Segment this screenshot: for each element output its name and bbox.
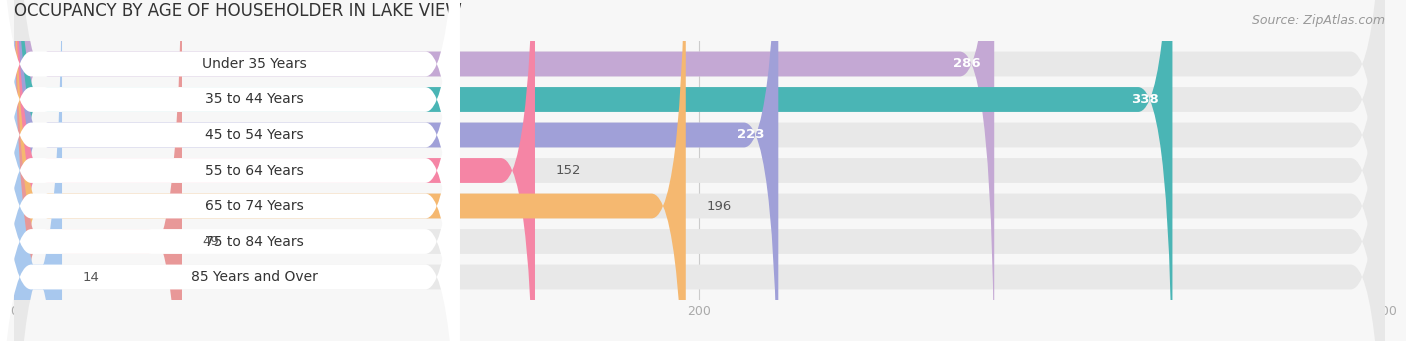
FancyBboxPatch shape [0, 0, 460, 341]
FancyBboxPatch shape [14, 0, 534, 341]
FancyBboxPatch shape [0, 0, 460, 341]
FancyBboxPatch shape [0, 0, 460, 341]
Text: 75 to 84 Years: 75 to 84 Years [205, 235, 304, 249]
Text: 35 to 44 Years: 35 to 44 Years [205, 92, 304, 106]
Text: 286: 286 [953, 58, 980, 71]
FancyBboxPatch shape [14, 0, 686, 341]
FancyBboxPatch shape [14, 0, 1385, 341]
FancyBboxPatch shape [0, 0, 460, 341]
FancyBboxPatch shape [14, 0, 1385, 341]
Text: OCCUPANCY BY AGE OF HOUSEHOLDER IN LAKE VIEW: OCCUPANCY BY AGE OF HOUSEHOLDER IN LAKE … [14, 2, 463, 20]
FancyBboxPatch shape [14, 0, 779, 341]
Text: 196: 196 [706, 199, 731, 212]
Text: Source: ZipAtlas.com: Source: ZipAtlas.com [1251, 14, 1385, 27]
Text: 14: 14 [83, 270, 100, 283]
Text: 338: 338 [1130, 93, 1159, 106]
FancyBboxPatch shape [14, 0, 1385, 341]
Text: 85 Years and Over: 85 Years and Over [191, 270, 318, 284]
Text: 65 to 74 Years: 65 to 74 Years [205, 199, 304, 213]
Text: 152: 152 [555, 164, 581, 177]
Text: 45 to 54 Years: 45 to 54 Years [205, 128, 304, 142]
FancyBboxPatch shape [14, 0, 1385, 341]
FancyBboxPatch shape [0, 0, 460, 341]
Text: Under 35 Years: Under 35 Years [201, 57, 307, 71]
FancyBboxPatch shape [14, 0, 1385, 341]
Text: 223: 223 [737, 129, 765, 142]
Text: 49: 49 [202, 235, 219, 248]
FancyBboxPatch shape [14, 0, 181, 341]
FancyBboxPatch shape [14, 0, 1173, 341]
FancyBboxPatch shape [14, 0, 1385, 341]
FancyBboxPatch shape [0, 0, 460, 341]
FancyBboxPatch shape [0, 0, 460, 341]
FancyBboxPatch shape [14, 0, 994, 341]
Text: 55 to 64 Years: 55 to 64 Years [205, 163, 304, 178]
FancyBboxPatch shape [14, 0, 62, 341]
FancyBboxPatch shape [14, 0, 1385, 341]
